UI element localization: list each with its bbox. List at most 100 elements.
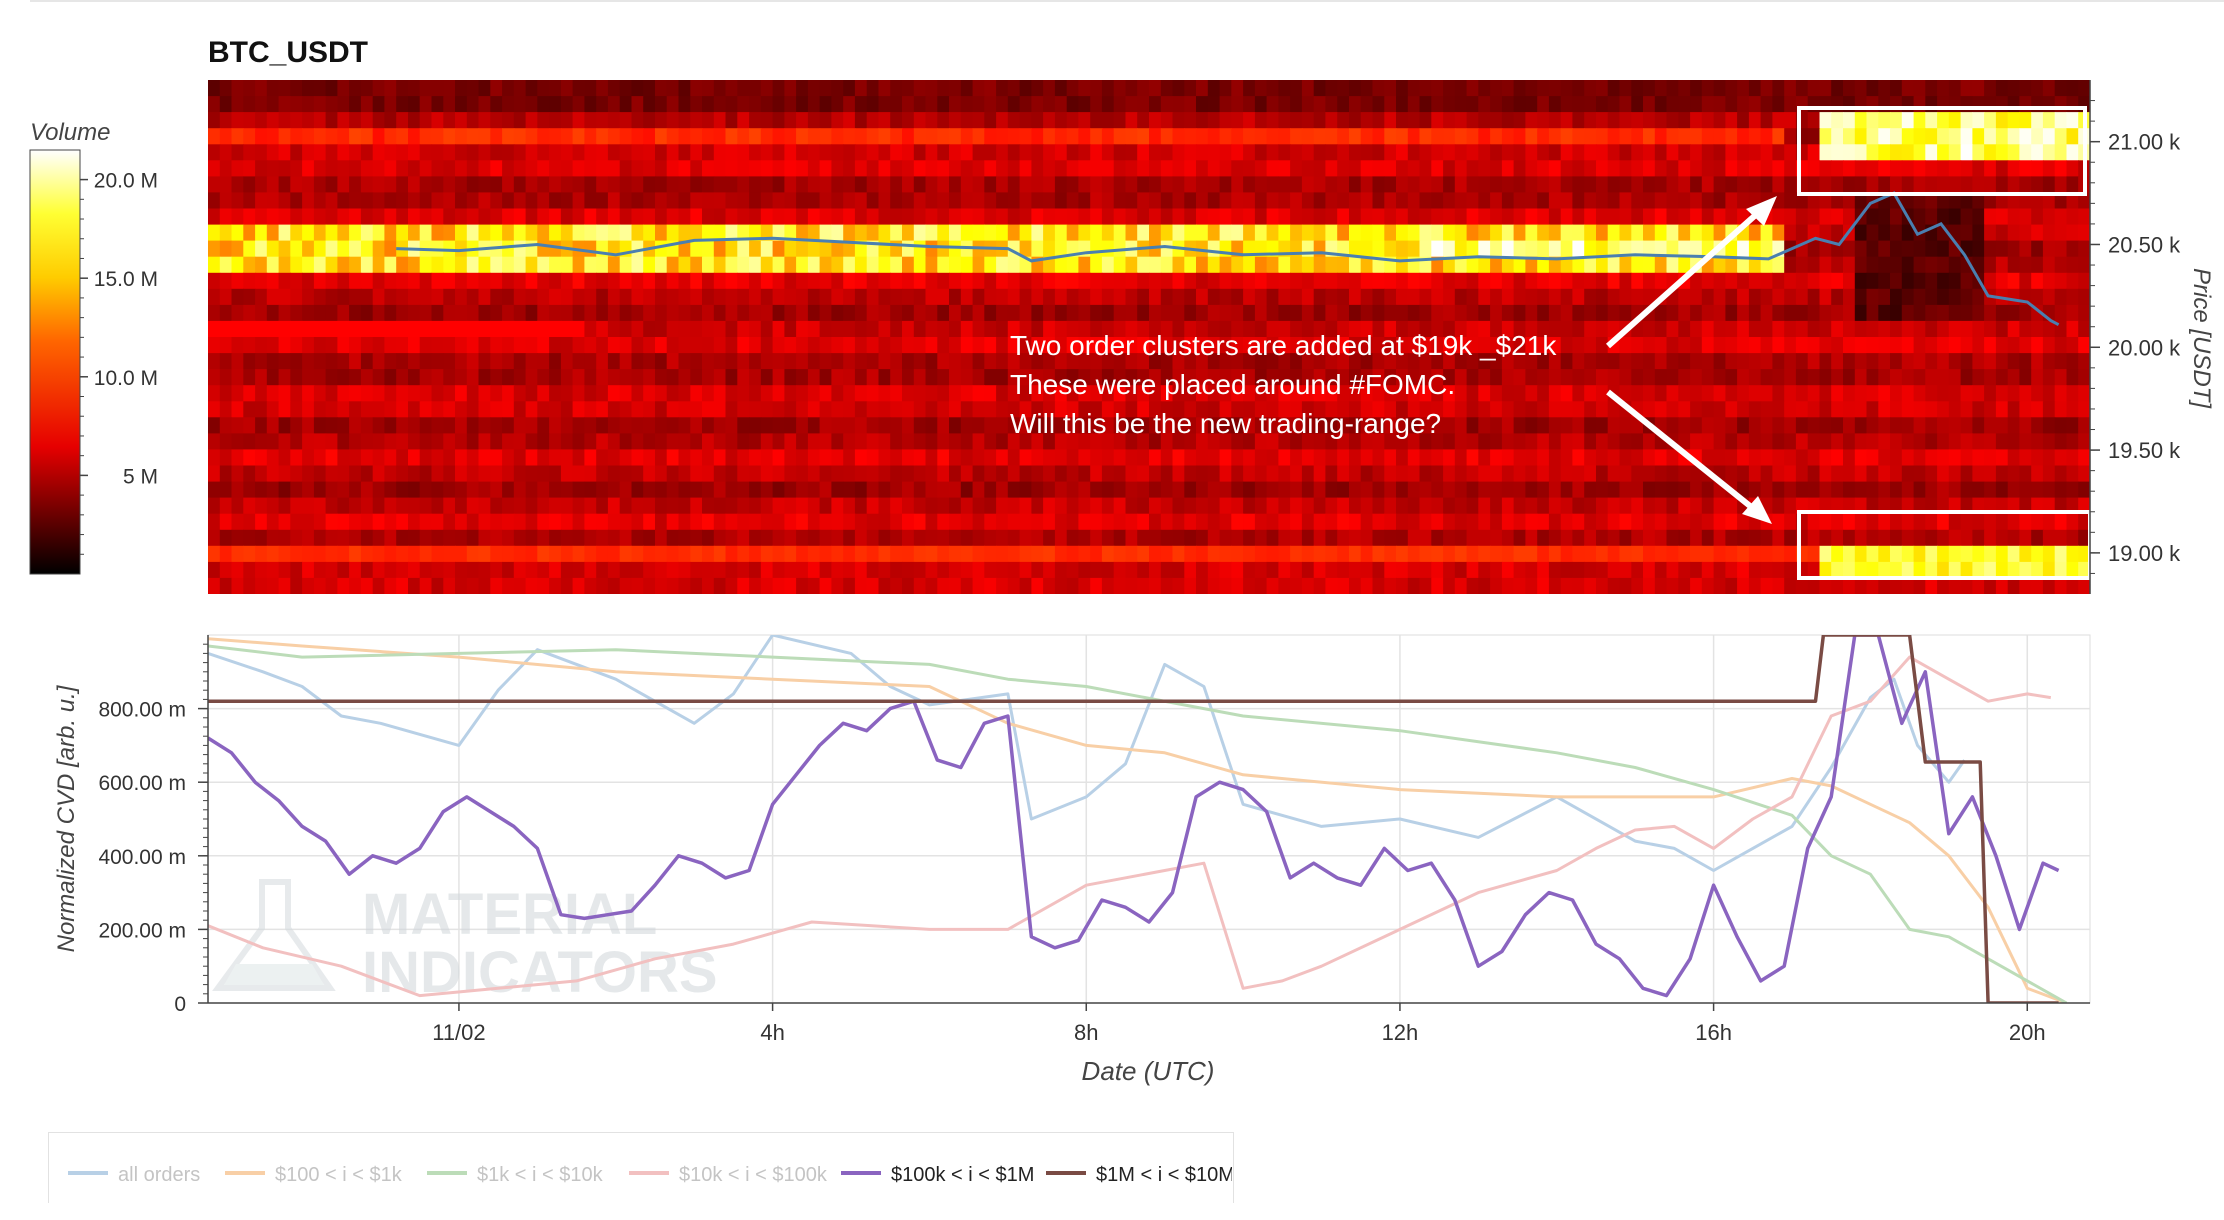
- heatmap-cell: [1501, 417, 1515, 434]
- heatmap-cell: [537, 128, 550, 145]
- heatmap-cell: [2019, 369, 2032, 386]
- heatmap-cell: [1113, 353, 1127, 370]
- heatmap-cell: [396, 465, 409, 483]
- heatmap-cell: [1325, 224, 1338, 242]
- heatmap-cell: [478, 545, 491, 563]
- heatmap-cell: [560, 144, 574, 161]
- heatmap-cell: [713, 337, 727, 354]
- heatmap-cell: [1137, 337, 1150, 354]
- heatmap-cell: [1384, 433, 1397, 451]
- heatmap-cell: [1725, 497, 1738, 515]
- heatmap-cell: [784, 369, 797, 386]
- heatmap-cell: [2007, 272, 2021, 290]
- heatmap-cell: [784, 240, 797, 258]
- heatmap-cell: [1678, 80, 1691, 97]
- heatmap-cell: [290, 577, 303, 594]
- heatmap-cell: [478, 288, 491, 306]
- heatmap-cell: [1466, 369, 1479, 386]
- heatmap-cell: [890, 80, 903, 97]
- heatmap-cell: [560, 353, 574, 370]
- heatmap-cell: [1360, 401, 1374, 418]
- heatmap-cell: [2066, 369, 2079, 386]
- heatmap-cell: [1678, 561, 1691, 579]
- heatmap-cell: [1725, 192, 1738, 210]
- heatmap-cell: [1254, 320, 1268, 338]
- heatmap-cell: [1548, 561, 1562, 579]
- heatmap-cell: [866, 465, 880, 483]
- heatmap-cell: [1278, 128, 1291, 145]
- heatmap-cell: [1490, 240, 1503, 258]
- heatmap-cell: [1678, 545, 1691, 563]
- heatmap-cell: [1113, 208, 1127, 226]
- heatmap-cell: [760, 465, 774, 483]
- heatmap-cell: [419, 465, 433, 483]
- heatmap-cell: [1843, 272, 1856, 290]
- heatmap-cell: [1054, 240, 1068, 258]
- heatmap-cell: [1419, 561, 1432, 579]
- heatmap-cell: [1231, 288, 1244, 306]
- heatmap-cell: [1454, 144, 1468, 161]
- heatmap-cell: [2078, 385, 2090, 402]
- heatmap-cell: [419, 160, 433, 177]
- heatmap-cell: [513, 320, 527, 338]
- heatmap-cell: [2019, 353, 2032, 370]
- heatmap-cell: [1325, 208, 1338, 226]
- heatmap-cell: [1254, 272, 1268, 290]
- heatmap-cell: [937, 272, 950, 290]
- heatmap-cell: [1772, 176, 1785, 194]
- heatmap-cell: [1631, 337, 1644, 354]
- heatmap-cell: [843, 353, 856, 370]
- heatmap-cell: [231, 513, 244, 531]
- heatmap-cell: [1478, 208, 1491, 226]
- heatmap-cell: [854, 401, 868, 418]
- heatmap-cell: [1278, 497, 1291, 515]
- heatmap-cell: [1243, 561, 1256, 579]
- heatmap-cell: [1207, 320, 1221, 338]
- heatmap-cell: [2019, 513, 2032, 531]
- heatmap-cell: [1137, 320, 1150, 338]
- heatmap-cell: [1901, 320, 1915, 338]
- heatmap-cell: [1984, 192, 1997, 210]
- heatmap-cell: [408, 192, 421, 210]
- heatmap-cell: [737, 481, 750, 499]
- heatmap-cell: [2042, 272, 2056, 290]
- heatmap-cell: [1078, 256, 1091, 274]
- heatmap-cell: [313, 80, 327, 97]
- heatmap-cell: [2054, 304, 2068, 322]
- heatmap-cell: [1078, 433, 1091, 451]
- heatmap-cell: [949, 465, 962, 483]
- heatmap-cell: [1972, 353, 1985, 370]
- heatmap-cell: [1113, 465, 1127, 483]
- heatmap-cell: [525, 288, 538, 306]
- heatmap-cell: [819, 272, 832, 290]
- heatmap-cell: [1490, 481, 1503, 499]
- heatmap-cell: [1384, 385, 1397, 402]
- heatmap-cell: [384, 256, 397, 274]
- heatmap-cell: [219, 160, 233, 177]
- heatmap-cell: [1019, 433, 1032, 451]
- heatmap-cell: [455, 160, 468, 177]
- heatmap-cell: [1160, 561, 1174, 579]
- heatmap-cell: [1360, 208, 1374, 226]
- heatmap-cell: [749, 176, 762, 194]
- heatmap-cell: [2078, 545, 2090, 563]
- heatmap-cell: [1443, 288, 1456, 306]
- heatmap-cell: [1349, 353, 1362, 370]
- heatmap-cell: [960, 385, 974, 402]
- heatmap-cell: [772, 256, 785, 274]
- heatmap-cell: [1301, 337, 1315, 354]
- heatmap-cell: [2007, 465, 2021, 483]
- heatmap-cell: [1207, 561, 1221, 579]
- heatmap-cell: [1007, 128, 1021, 145]
- heatmap-cell: [219, 80, 233, 97]
- heatmap-cell: [360, 320, 374, 338]
- heatmap-cell: [584, 96, 597, 113]
- heatmap-cell: [466, 465, 480, 483]
- heatmap-cell: [231, 417, 244, 434]
- heatmap-cell: [525, 80, 538, 97]
- heatmap-cell: [1548, 465, 1562, 483]
- heatmap-cell: [1125, 497, 1138, 515]
- heatmap-cell: [1913, 529, 1926, 547]
- heatmap-cell: [619, 192, 633, 210]
- heatmap-cell: [455, 80, 468, 97]
